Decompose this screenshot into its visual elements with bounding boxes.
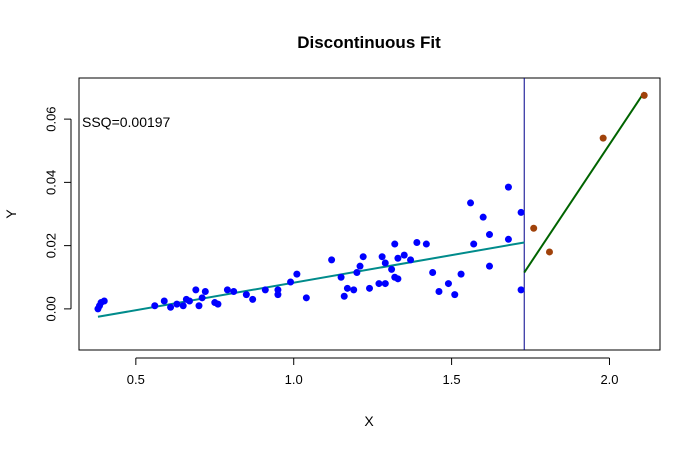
data-point-left bbox=[517, 286, 525, 294]
data-point-left bbox=[173, 300, 181, 308]
data-point-left bbox=[287, 278, 295, 286]
data-point-left bbox=[467, 199, 475, 207]
y-axis-label: Y bbox=[3, 209, 19, 219]
data-point-left bbox=[302, 294, 310, 302]
data-point-left bbox=[394, 275, 402, 283]
data-point-left bbox=[504, 183, 512, 191]
data-point-left bbox=[328, 256, 336, 264]
data-point-left bbox=[444, 280, 452, 288]
data-point-left bbox=[214, 300, 222, 308]
data-point-left bbox=[381, 259, 389, 267]
plot-frame bbox=[78, 77, 661, 351]
data-point-left bbox=[100, 297, 108, 305]
y-tick-label: 0.02 bbox=[43, 233, 58, 258]
data-point-left bbox=[429, 269, 437, 277]
data-point-left bbox=[242, 291, 250, 299]
data-point-left bbox=[356, 262, 364, 270]
data-point-right bbox=[530, 224, 538, 232]
x-tick-label: 0.5 bbox=[127, 372, 145, 387]
y-tick-label: 0.06 bbox=[43, 106, 58, 131]
ssq-annotation: SSQ=0.00197 bbox=[82, 114, 171, 130]
data-point-left bbox=[470, 240, 478, 248]
data-point-left bbox=[451, 291, 459, 299]
data-point-left bbox=[391, 240, 399, 248]
left-fit-line bbox=[97, 241, 525, 318]
data-point-left bbox=[485, 231, 493, 239]
data-point-left bbox=[378, 253, 386, 261]
data-point-left bbox=[366, 284, 373, 292]
x-tick-label: 2.0 bbox=[600, 372, 618, 387]
data-point-left bbox=[274, 286, 282, 294]
data-point-left bbox=[192, 286, 200, 294]
data-point-left bbox=[249, 295, 257, 303]
data-point-left bbox=[422, 240, 430, 248]
data-point-left bbox=[293, 270, 301, 278]
data-point-left bbox=[179, 302, 187, 310]
data-point-left bbox=[353, 269, 361, 277]
data-point-left bbox=[151, 302, 159, 310]
data-point-left bbox=[394, 254, 402, 262]
data-point-right bbox=[599, 134, 607, 142]
data-point-left bbox=[388, 265, 396, 273]
y-tick-label: 0.04 bbox=[43, 170, 58, 195]
data-point-left bbox=[375, 280, 383, 288]
data-point-left bbox=[381, 280, 389, 288]
data-point-left bbox=[167, 303, 175, 311]
data-point-left bbox=[517, 208, 525, 216]
data-point-left bbox=[400, 251, 408, 259]
data-point-left bbox=[457, 270, 465, 278]
data-point-left bbox=[198, 294, 206, 302]
data-point-left bbox=[337, 273, 345, 281]
y-tick-label: 0.00 bbox=[43, 296, 58, 321]
data-point-left bbox=[435, 287, 443, 295]
x-axis: 0.5 1.0 1.5 2.0 bbox=[127, 357, 619, 387]
data-point-left bbox=[340, 292, 348, 300]
data-point-left bbox=[186, 297, 194, 305]
data-point-left bbox=[359, 253, 367, 261]
data-point-left bbox=[223, 286, 231, 294]
fit-lines bbox=[97, 78, 646, 350]
data-point-right bbox=[640, 91, 648, 99]
data-point-left bbox=[413, 238, 421, 246]
data-point-left bbox=[350, 286, 358, 294]
chart-title: Discontinuous Fit bbox=[297, 33, 441, 52]
data-point-left bbox=[343, 284, 351, 292]
x-tick-label: 1.0 bbox=[285, 372, 303, 387]
data-point-left bbox=[230, 287, 238, 295]
data-points bbox=[94, 91, 648, 313]
y-axis: 0.00 0.02 0.04 0.06 bbox=[43, 106, 72, 322]
data-point-left bbox=[485, 262, 493, 270]
x-tick-label: 1.5 bbox=[443, 372, 461, 387]
x-axis-label: X bbox=[364, 413, 374, 429]
right-fit-line bbox=[523, 91, 646, 274]
data-point-left bbox=[479, 213, 487, 221]
data-point-left bbox=[261, 286, 269, 294]
data-point-left bbox=[201, 287, 209, 295]
data-point-right bbox=[545, 248, 553, 256]
data-point-left bbox=[160, 297, 168, 305]
data-point-left bbox=[407, 256, 415, 264]
data-point-left bbox=[195, 302, 203, 310]
data-point-left bbox=[504, 235, 512, 243]
